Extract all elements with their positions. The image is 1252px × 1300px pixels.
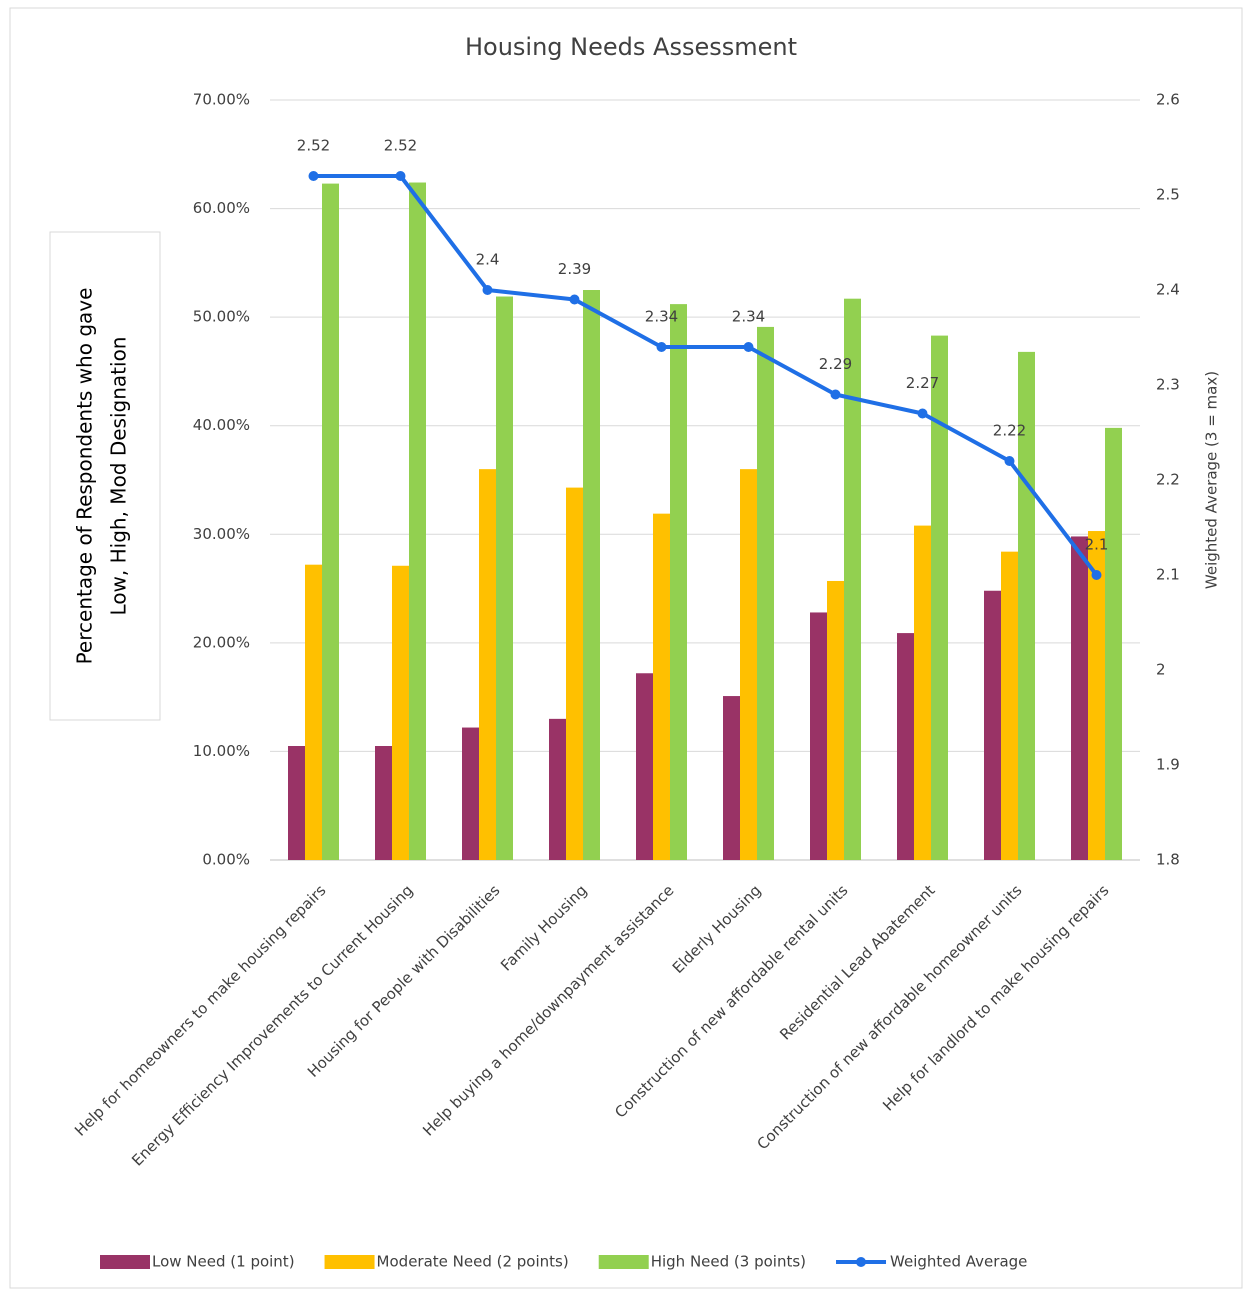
bar bbox=[566, 487, 583, 860]
bar bbox=[636, 673, 653, 860]
y2-tick-label: 2.2 bbox=[1156, 471, 1180, 489]
bar bbox=[653, 513, 670, 860]
line-marker bbox=[830, 389, 841, 400]
bar bbox=[827, 580, 844, 860]
y2-tick-label: 2.1 bbox=[1156, 566, 1180, 584]
legend-label: Moderate Need (2 points) bbox=[377, 1253, 569, 1271]
bar bbox=[305, 564, 322, 860]
y2-tick-label: 1.9 bbox=[1156, 756, 1180, 774]
data-label: 2.52 bbox=[297, 137, 330, 155]
y-tick-label: 20.00% bbox=[193, 633, 250, 651]
bar bbox=[288, 746, 305, 860]
line-marker bbox=[482, 285, 493, 295]
bar bbox=[931, 335, 948, 861]
legend-swatch bbox=[856, 1257, 867, 1267]
y-axis-title: Low, High, Mod Designation bbox=[107, 337, 131, 616]
y2-axis-title: Weighted Average (3 = max) bbox=[1203, 371, 1221, 589]
bar bbox=[984, 590, 1001, 860]
legend-swatch bbox=[324, 1255, 375, 1269]
y-tick-label: 30.00% bbox=[193, 525, 250, 543]
bar bbox=[1088, 531, 1105, 860]
y-tick-label: 60.00% bbox=[193, 199, 250, 217]
y2-tick-label: 2.5 bbox=[1156, 186, 1180, 204]
bar bbox=[479, 469, 496, 860]
bar bbox=[723, 696, 740, 860]
bar bbox=[670, 304, 687, 861]
data-label: 2.34 bbox=[645, 308, 678, 326]
bar bbox=[1001, 551, 1018, 860]
y-tick-label: 70.00% bbox=[193, 91, 250, 109]
bar bbox=[375, 746, 392, 860]
line-marker bbox=[917, 408, 928, 419]
legend-label: High Need (3 points) bbox=[651, 1253, 806, 1271]
y-tick-label: 50.00% bbox=[193, 308, 250, 326]
y-axis-title: Percentage of Respondents who gave bbox=[73, 288, 97, 665]
bar bbox=[496, 296, 513, 860]
line-marker bbox=[1004, 456, 1015, 466]
data-label: 2.52 bbox=[384, 137, 417, 155]
line-marker bbox=[743, 342, 754, 352]
bar bbox=[810, 612, 827, 860]
bar bbox=[549, 718, 566, 860]
bar bbox=[740, 469, 757, 860]
y2-tick-label: 2.4 bbox=[1156, 281, 1180, 299]
bar bbox=[322, 183, 339, 861]
data-label: 2.29 bbox=[819, 355, 852, 373]
data-label: 2.1 bbox=[1085, 536, 1109, 554]
data-label: 2.27 bbox=[906, 374, 939, 392]
data-label: 2.4 bbox=[476, 251, 500, 269]
bar bbox=[757, 326, 774, 860]
line bbox=[313, 174, 1099, 577]
legend-swatch bbox=[100, 1255, 150, 1269]
bar bbox=[897, 633, 914, 860]
legend-label: Low Need (1 point) bbox=[152, 1253, 295, 1271]
line-marker bbox=[308, 171, 319, 181]
y-tick-label: 10.00% bbox=[193, 742, 250, 760]
chart-title: Housing Needs Assessment bbox=[465, 33, 797, 61]
y2-tick-label: 1.8 bbox=[1156, 851, 1180, 869]
legend-label: Weighted Average bbox=[890, 1253, 1027, 1271]
legend-swatch bbox=[598, 1255, 649, 1269]
y2-tick-label: 2.3 bbox=[1156, 376, 1180, 394]
y2-tick-label: 2.6 bbox=[1156, 91, 1180, 109]
data-label: 2.34 bbox=[732, 308, 765, 326]
bar bbox=[914, 525, 931, 860]
bar bbox=[392, 565, 409, 860]
bar bbox=[462, 727, 479, 860]
bar bbox=[1105, 427, 1122, 860]
data-label: 2.39 bbox=[558, 260, 591, 278]
chart-border bbox=[9, 7, 1243, 1289]
y-label-box bbox=[49, 231, 161, 721]
bar bbox=[1071, 536, 1088, 860]
line-marker bbox=[569, 294, 580, 305]
line-marker bbox=[1091, 570, 1102, 580]
y-tick-label: 0.00% bbox=[202, 851, 250, 869]
line-marker bbox=[395, 171, 406, 181]
y-tick-label: 40.00% bbox=[193, 416, 250, 434]
line-marker bbox=[656, 342, 667, 352]
bar bbox=[409, 182, 426, 860]
y2-tick-label: 2 bbox=[1156, 661, 1166, 679]
bar bbox=[844, 298, 861, 861]
bar bbox=[583, 290, 600, 860]
data-label: 2.22 bbox=[993, 422, 1026, 440]
